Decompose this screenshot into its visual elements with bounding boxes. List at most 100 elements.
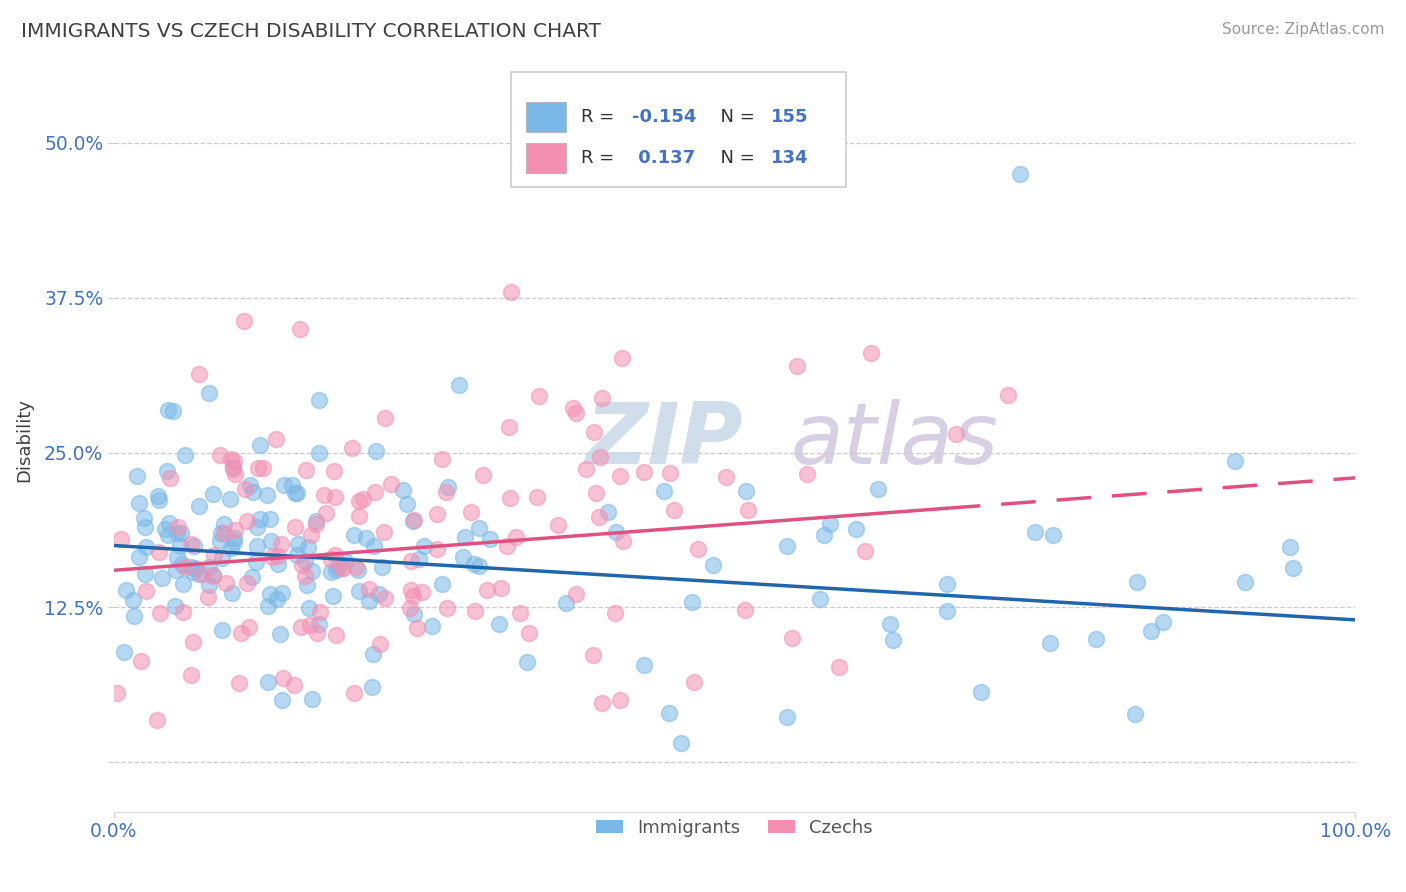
Point bbox=[364, 485, 387, 500]
Point bbox=[471, 468, 494, 483]
Point bbox=[295, 578, 318, 592]
Point bbox=[148, 545, 170, 559]
Point bbox=[245, 555, 267, 569]
Point bbox=[128, 550, 150, 565]
Point bbox=[1282, 561, 1305, 575]
Point bbox=[188, 500, 211, 514]
Point bbox=[146, 713, 169, 727]
Point bbox=[197, 590, 219, 604]
Point bbox=[166, 549, 188, 564]
Point bbox=[291, 558, 314, 572]
Point bbox=[249, 512, 271, 526]
Point bbox=[236, 576, 259, 591]
Point bbox=[1010, 167, 1032, 181]
Point bbox=[221, 452, 243, 467]
Point bbox=[325, 628, 347, 642]
Point bbox=[505, 530, 527, 544]
Point bbox=[610, 351, 633, 366]
Point bbox=[488, 617, 510, 632]
Point bbox=[776, 540, 799, 554]
Point bbox=[323, 464, 346, 478]
Point bbox=[406, 621, 429, 635]
Point bbox=[460, 505, 482, 519]
Point bbox=[297, 540, 319, 554]
Point bbox=[271, 586, 294, 600]
Point bbox=[260, 534, 283, 549]
Point bbox=[702, 558, 724, 572]
Point bbox=[252, 460, 274, 475]
Point bbox=[298, 601, 321, 615]
Point bbox=[945, 427, 967, 442]
Point bbox=[464, 604, 486, 618]
Point bbox=[1084, 632, 1107, 646]
Point bbox=[935, 577, 957, 591]
Point bbox=[202, 568, 225, 582]
FancyBboxPatch shape bbox=[512, 72, 846, 187]
Point bbox=[169, 539, 191, 553]
Point bbox=[156, 402, 179, 417]
Point bbox=[307, 625, 329, 640]
Point bbox=[402, 589, 425, 603]
Point bbox=[596, 505, 619, 519]
Point bbox=[212, 516, 235, 531]
Point bbox=[412, 539, 434, 553]
Point bbox=[495, 540, 517, 554]
Point bbox=[219, 541, 242, 555]
Point bbox=[361, 680, 384, 694]
Point bbox=[335, 554, 357, 568]
Point bbox=[305, 517, 328, 532]
Text: ZIP: ZIP bbox=[586, 399, 744, 482]
Point bbox=[368, 586, 391, 600]
Point bbox=[349, 583, 371, 598]
Point bbox=[515, 655, 537, 669]
Point bbox=[325, 563, 347, 577]
Point bbox=[198, 560, 221, 574]
Point bbox=[202, 487, 225, 501]
Point bbox=[364, 444, 387, 458]
Point bbox=[363, 539, 385, 553]
Text: N =: N = bbox=[709, 149, 761, 167]
Text: atlas: atlas bbox=[790, 399, 998, 482]
Point bbox=[434, 484, 457, 499]
Text: IMMIGRANTS VS CZECH DISABILITY CORRELATION CHART: IMMIGRANTS VS CZECH DISABILITY CORRELATI… bbox=[21, 22, 600, 41]
Point bbox=[323, 548, 346, 562]
Point bbox=[180, 560, 202, 574]
Point bbox=[284, 486, 307, 500]
Point bbox=[681, 595, 703, 609]
Point bbox=[228, 676, 250, 690]
Point bbox=[183, 540, 205, 554]
Point bbox=[284, 520, 307, 534]
Point bbox=[449, 377, 471, 392]
Point bbox=[166, 520, 188, 534]
Point bbox=[683, 674, 706, 689]
Point bbox=[122, 593, 145, 607]
Point bbox=[211, 551, 233, 566]
Point bbox=[498, 420, 520, 434]
Legend: Immigrants, Czechs: Immigrants, Czechs bbox=[589, 812, 880, 844]
Point bbox=[299, 528, 322, 542]
Point bbox=[269, 626, 291, 640]
Point bbox=[332, 561, 354, 575]
Point bbox=[247, 461, 270, 475]
Point bbox=[135, 540, 157, 554]
Point bbox=[267, 558, 290, 572]
Point bbox=[222, 453, 245, 467]
Point bbox=[315, 506, 337, 520]
Point bbox=[437, 480, 460, 494]
Point bbox=[271, 693, 294, 707]
Point bbox=[149, 606, 172, 620]
Point bbox=[605, 607, 627, 621]
Point bbox=[224, 531, 246, 545]
Point bbox=[432, 576, 454, 591]
Point bbox=[475, 583, 498, 598]
Point bbox=[585, 486, 607, 500]
Y-axis label: Disability: Disability bbox=[15, 398, 32, 483]
Text: -0.154: -0.154 bbox=[631, 108, 696, 126]
Point bbox=[288, 322, 311, 336]
Point bbox=[818, 517, 841, 532]
Text: 155: 155 bbox=[770, 108, 808, 126]
Point bbox=[242, 484, 264, 499]
Point bbox=[187, 566, 209, 581]
Point bbox=[190, 567, 212, 582]
Point bbox=[565, 406, 588, 420]
